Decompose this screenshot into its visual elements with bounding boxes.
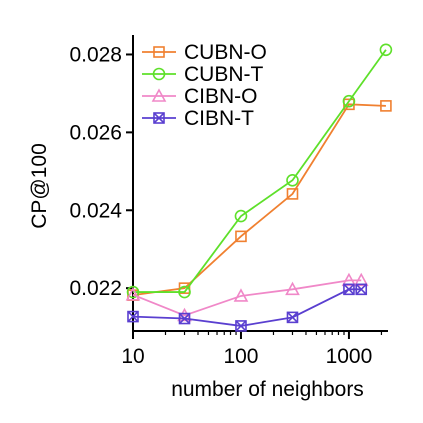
square-marker [153,46,165,58]
y-axis-title: CP@100 [28,143,51,229]
data-point [235,230,247,243]
data-point [343,283,355,296]
data-point [125,287,141,301]
data-point [286,173,299,187]
data-point [233,288,249,302]
x-marker-stroke [127,311,139,323]
box-marker [355,283,368,296]
legend-label: CUBN-O [184,41,267,64]
triangle-marker [151,88,167,102]
circle-marker [234,209,248,223]
data-point [178,285,191,299]
y-tick-label: 0.022 [69,277,122,300]
x-axis-title: number of neighbors [171,378,364,401]
box-marker [127,310,139,323]
circle-marker [379,43,393,57]
y-tick-label: 0.024 [69,199,122,222]
data-point [286,311,299,324]
x-marker-stroke [235,320,247,332]
triangle-marker [285,281,300,296]
square-marker [380,100,392,112]
circle-marker [286,173,299,187]
data-point [379,43,393,57]
data-point [126,285,140,299]
y-tick-label: 0.028 [69,43,122,66]
circle-marker [178,285,191,299]
data-point [178,282,191,294]
legend-marker [151,88,167,102]
triangle-marker [233,288,249,302]
data-point [286,188,299,200]
square-marker [178,282,191,294]
triangle-marker [341,272,357,287]
legend-label: CIBN-O [184,85,258,108]
square-marker [235,230,247,243]
series-line [133,49,387,293]
x-tick-label: 100 [223,345,258,368]
data-point [234,209,248,223]
x-tick-label: 1000 [326,345,373,368]
y-tick-label: 0.026 [69,121,122,144]
data-point [355,283,368,296]
square-marker [286,188,299,200]
x-marker-stroke [343,283,355,295]
series-cubn-t [126,43,393,299]
x-tick-label: 10 [121,345,144,368]
legend-marker [153,46,165,58]
data-point [342,94,356,108]
box-marker [343,283,355,296]
data-point [285,281,300,296]
box-marker [178,312,191,325]
series-line [132,288,362,327]
series-line [132,279,362,317]
x-marker-stroke [286,311,299,323]
triangle-marker [125,287,141,301]
legend-item: CUBN-O [142,41,267,64]
series-cibn-t [127,283,368,332]
data-point [353,272,369,287]
legend-marker [152,67,166,81]
data-point [341,272,357,287]
legend-label: CIBN-T [184,107,254,130]
legend-item: CUBN-T [142,63,263,86]
triangle-marker [353,272,369,287]
x-marker-stroke [178,312,191,325]
data-point [380,100,392,112]
legend-item: CIBN-O [142,85,258,108]
box-marker [235,320,247,332]
data-point [178,312,191,325]
legend-marker [153,112,165,124]
x-marker-stroke [153,112,165,124]
x-marker-stroke [355,283,367,295]
series-cubn-o [127,98,392,301]
series-line [132,103,386,297]
circle-marker [152,67,166,81]
legend-label: CUBN-T [184,63,263,86]
circle-marker [342,94,356,108]
box-marker [153,112,165,124]
box-marker [286,311,299,324]
data-point [235,320,247,332]
circle-marker [126,285,140,299]
legend-item: CIBN-T [142,107,254,130]
data-point [127,310,139,323]
